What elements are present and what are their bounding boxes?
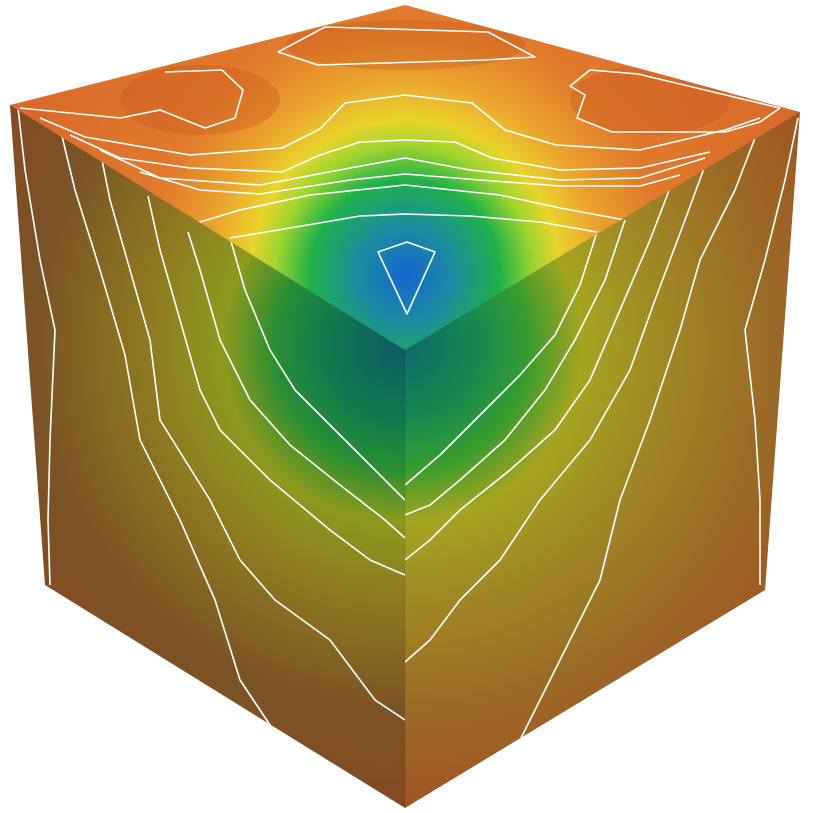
top-contour-lines xyxy=(19,26,781,315)
left-face xyxy=(10,105,405,808)
left-contour-lines xyxy=(17,107,405,741)
right-contour-lines xyxy=(405,117,799,741)
cube-edges xyxy=(9,104,801,808)
right-face xyxy=(405,112,800,808)
top-face xyxy=(10,5,800,350)
